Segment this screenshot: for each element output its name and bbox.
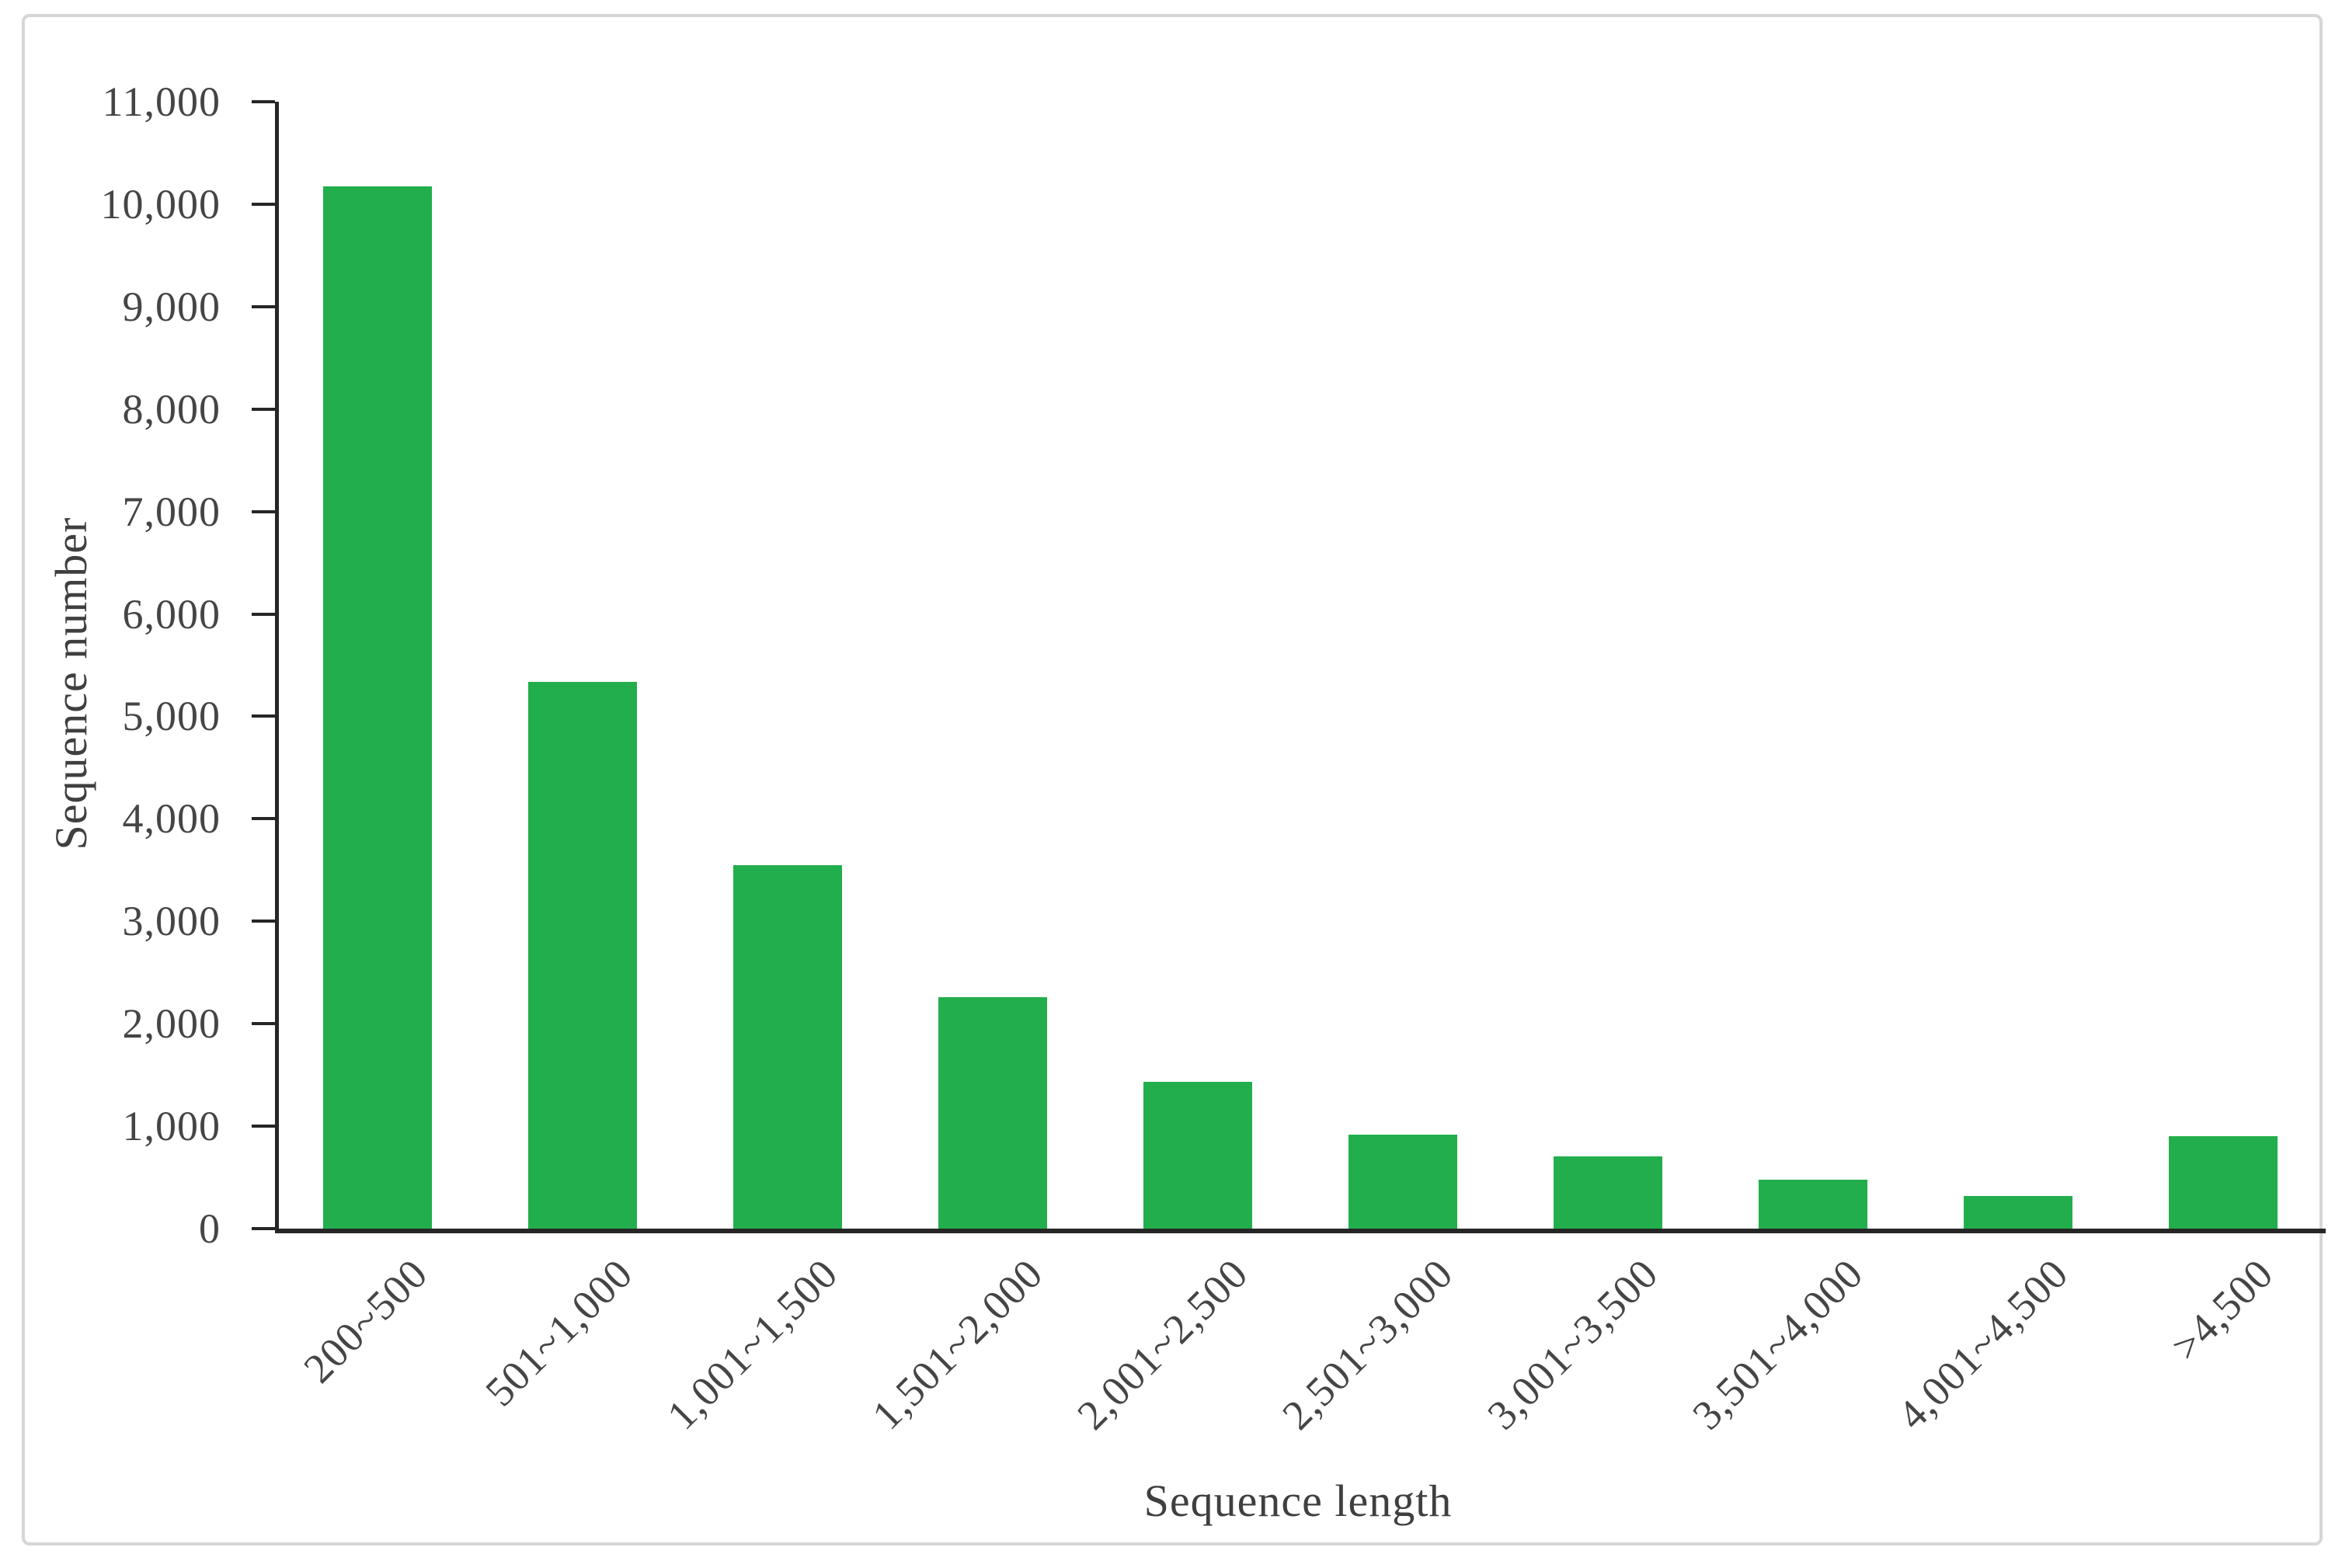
bar	[938, 996, 1047, 1229]
y-tick-mark	[252, 1125, 275, 1128]
bar	[733, 864, 842, 1229]
y-tick-mark	[252, 509, 275, 513]
bar	[2169, 1135, 2278, 1229]
y-tick-label: 10,000	[100, 180, 221, 228]
bar	[528, 681, 637, 1229]
y-tick-label: 7,000	[122, 488, 221, 535]
y-tick-mark	[252, 100, 275, 103]
y-tick-mark	[252, 714, 275, 718]
y-tick-mark	[252, 1022, 275, 1026]
y-tick-label: 1,000	[122, 1103, 221, 1150]
y-tick-mark	[252, 202, 275, 206]
bar	[323, 186, 432, 1229]
bar	[1143, 1082, 1252, 1229]
y-tick-label: 0	[199, 1205, 221, 1252]
bar	[1554, 1156, 1662, 1229]
x-axis-line	[275, 1229, 2326, 1233]
y-tick-mark	[252, 407, 275, 411]
y-tick-mark	[252, 817, 275, 821]
y-axis-title: Sequence number	[46, 516, 96, 850]
y-tick-mark	[252, 612, 275, 616]
bar	[1964, 1195, 2072, 1229]
y-tick-label: 9,000	[122, 283, 221, 330]
y-tick-label: 3,000	[122, 898, 221, 945]
y-tick-label: 11,000	[102, 78, 221, 125]
y-tick-label: 2,000	[122, 1000, 221, 1048]
y-tick-mark	[252, 1227, 275, 1230]
y-tick-mark	[252, 304, 275, 308]
y-tick-mark	[252, 920, 275, 923]
y-tick-label: 6,000	[122, 590, 221, 638]
y-tick-label: 4,000	[122, 795, 221, 843]
x-axis-title: Sequence length	[1143, 1476, 1453, 1526]
bar	[1759, 1179, 1867, 1229]
bar	[1348, 1135, 1457, 1229]
y-axis-line	[275, 102, 279, 1232]
y-tick-label: 5,000	[122, 693, 221, 740]
y-tick-label: 8,000	[122, 385, 221, 433]
